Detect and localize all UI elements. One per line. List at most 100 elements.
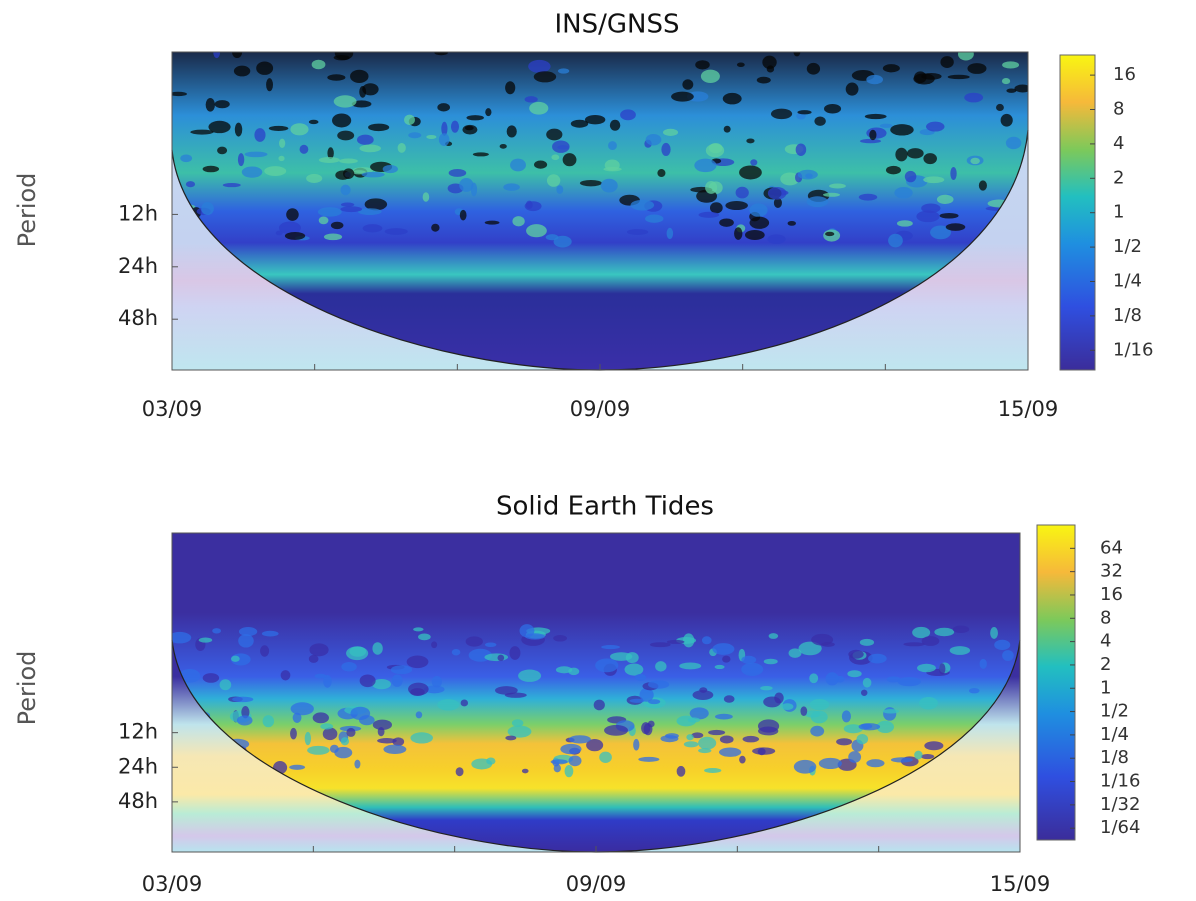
texture [341, 662, 357, 672]
y-axis-label: Period [13, 173, 41, 248]
texture [698, 736, 717, 750]
texture [546, 174, 561, 187]
texture [205, 97, 215, 112]
texture [912, 626, 931, 639]
colorbar-tick-label: 1/2 [1100, 701, 1129, 722]
texture [1002, 61, 1020, 69]
texture [825, 672, 839, 686]
texture [996, 103, 1004, 111]
texture [947, 74, 970, 80]
texture [260, 645, 270, 657]
texture [979, 658, 987, 669]
texture [570, 119, 589, 128]
texture [1006, 88, 1017, 93]
texture [691, 732, 704, 739]
texture [950, 167, 957, 181]
texture [949, 646, 971, 655]
texture [384, 228, 408, 235]
texture [940, 56, 954, 69]
texture [749, 203, 768, 217]
texture [334, 52, 354, 61]
texture [503, 183, 520, 191]
y-tick-label: 24h [118, 754, 158, 778]
texture [666, 639, 685, 644]
texture [172, 91, 187, 97]
texture [739, 165, 762, 180]
chart-title: Solid Earth Tides [496, 492, 714, 522]
texture [484, 642, 497, 648]
texture [638, 756, 660, 762]
texture [913, 73, 935, 85]
texture [746, 138, 755, 144]
texture [848, 751, 862, 763]
texture [484, 220, 500, 225]
texture [608, 141, 617, 151]
texture [744, 229, 765, 240]
colorbar-tick-label: 1 [1100, 677, 1111, 698]
texture [356, 134, 374, 145]
texture [311, 59, 326, 70]
colorbar-tick-label: 1/4 [1100, 724, 1129, 745]
texture [810, 725, 825, 737]
texture [924, 741, 944, 751]
texture [359, 674, 376, 688]
texture [787, 220, 796, 226]
texture [593, 699, 605, 711]
texture [350, 69, 369, 83]
texture [660, 735, 679, 743]
texture [244, 151, 268, 158]
texture [351, 170, 366, 175]
texture [864, 113, 887, 120]
texture [968, 687, 980, 694]
texture [518, 669, 542, 682]
texture [1014, 84, 1028, 93]
texture [886, 676, 901, 683]
texture [689, 707, 709, 720]
colorbar-tick-label: 1/16 [1100, 771, 1140, 792]
texture [264, 166, 287, 176]
texture [766, 65, 775, 73]
texture [438, 133, 450, 147]
texture [214, 100, 230, 109]
texture [362, 83, 379, 96]
texture [349, 646, 367, 657]
texture [372, 679, 391, 690]
texture [284, 232, 306, 240]
texture [361, 171, 385, 178]
texture [649, 642, 671, 648]
texture [308, 654, 319, 663]
texture [299, 144, 309, 154]
texture [666, 227, 674, 240]
texture [818, 757, 842, 770]
texture [647, 720, 655, 728]
texture [314, 673, 327, 679]
texture [704, 768, 722, 774]
texture [551, 154, 560, 161]
texture [262, 715, 275, 728]
texture [290, 727, 297, 740]
texture [1000, 113, 1013, 127]
texture [809, 698, 830, 711]
texture [860, 689, 868, 696]
colorbar-tick-label: 4 [1113, 133, 1124, 154]
texture [505, 81, 516, 95]
y-tick-label: 12h [118, 201, 158, 225]
texture [914, 750, 923, 760]
texture [236, 715, 253, 726]
texture [280, 670, 291, 681]
texture [760, 686, 773, 691]
texture [499, 143, 507, 149]
texture [722, 655, 731, 663]
x-tick-label: 03/09 [142, 397, 203, 421]
colorbar [1036, 524, 1076, 841]
texture [741, 662, 764, 676]
x-tick-label: 09/09 [566, 872, 627, 896]
texture [241, 706, 250, 719]
texture [524, 201, 542, 212]
texture [945, 223, 966, 231]
texture [450, 120, 459, 133]
texture [465, 636, 483, 647]
texture [879, 123, 893, 128]
texture [334, 746, 353, 759]
texture [323, 233, 343, 241]
